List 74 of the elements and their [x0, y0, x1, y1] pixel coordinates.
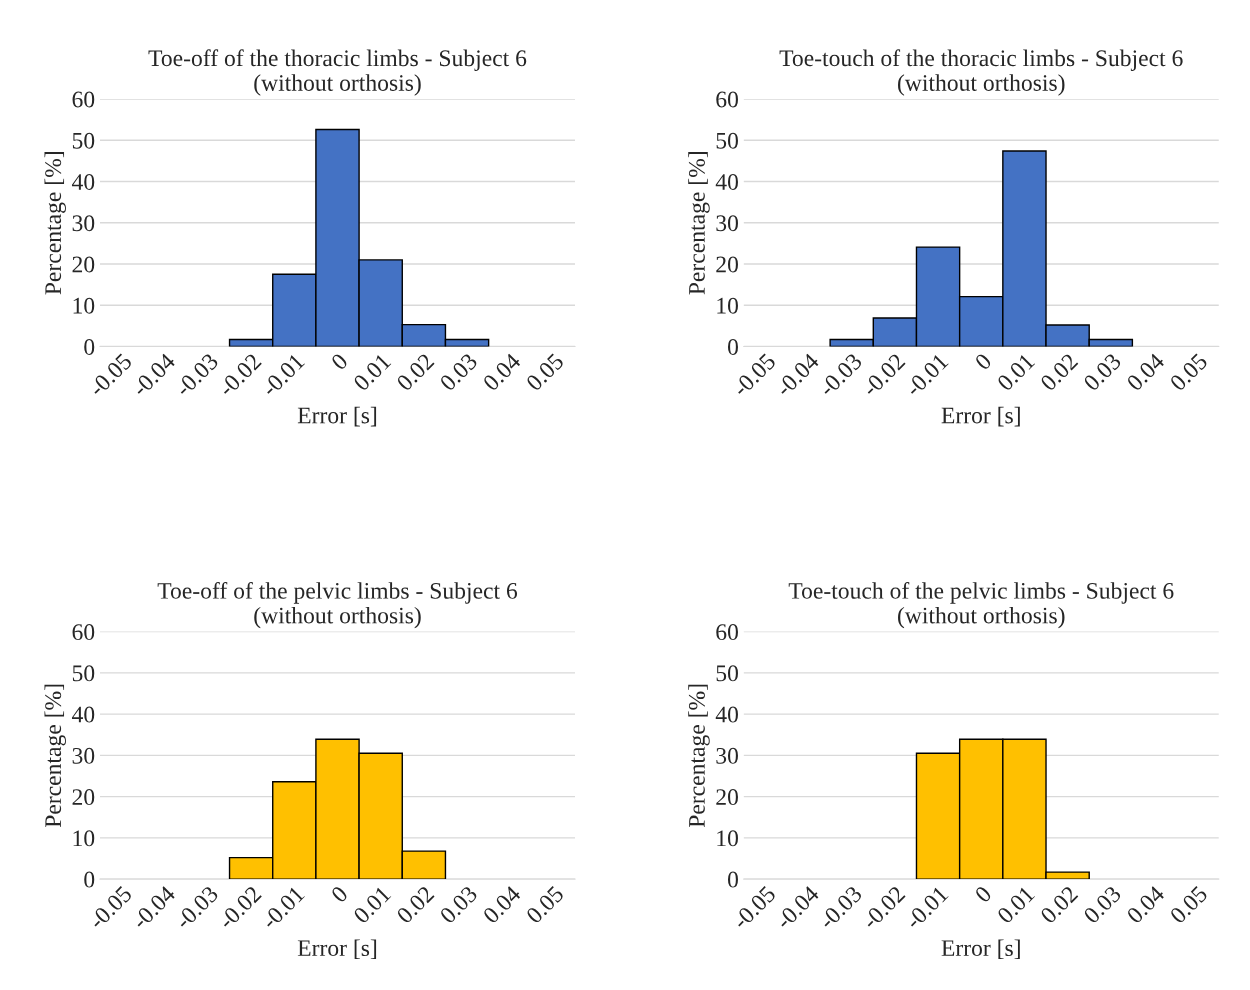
x-tick-label: 0.05	[1169, 352, 1209, 392]
x-axis-title: Error [s]	[941, 939, 1020, 959]
y-tick-label: 30	[716, 215, 738, 232]
x-tick-label: 0.04	[1125, 884, 1166, 925]
x-tick-label: 0	[974, 352, 993, 371]
y-tick-label: 0	[727, 338, 738, 355]
y-tick-label: 20	[716, 256, 738, 273]
y-tick-label: 0	[727, 871, 738, 888]
x-tick-label: -0.04	[131, 352, 177, 398]
y-tick-label: 10	[73, 297, 95, 314]
x-tick-label: -0.03	[174, 885, 220, 930]
y-tick-label: 60	[72, 91, 95, 108]
x-axis-title: Error [s]	[941, 406, 1020, 427]
y-tick-label: 40	[715, 706, 738, 723]
chart-title: Toe-touch of the pelvic limbs - Subject 6 (without orthosis)	[788, 581, 1174, 629]
x-tick-label: 0.02	[395, 352, 435, 392]
x-tick-label: -0.04	[774, 352, 821, 398]
x-tick-label: 0	[330, 885, 349, 904]
x-tick-label: 0.03	[438, 885, 479, 925]
x-tick-label: 0.01	[996, 885, 1036, 925]
x-tick-label: 0.04	[482, 352, 522, 392]
x-tick-label: 0	[330, 352, 349, 371]
y-tick-label: 0	[84, 338, 95, 355]
x-tick-label: 0.01	[996, 352, 1036, 392]
y-tick-label: 10	[73, 830, 95, 847]
y-tick-label: 10	[717, 297, 738, 314]
x-tick-label: 0.05	[525, 352, 565, 392]
y-tick-label: 30	[716, 747, 738, 764]
y-tick-label: 30	[72, 747, 95, 764]
x-tick-label: 0.05	[1169, 885, 1209, 925]
y-axis-title: Percentage [%]	[44, 152, 66, 295]
y-tick-label: 50	[716, 665, 738, 682]
x-tick-label: -0.03	[818, 885, 863, 930]
y-tick-label: 40	[71, 173, 95, 190]
y-tick-label: 50	[72, 132, 95, 149]
x-tick-label: 0.01	[352, 352, 392, 392]
y-tick-label: 20	[716, 789, 738, 806]
x-tick-label: -0.03	[818, 352, 863, 398]
x-tick-label: 0	[974, 885, 993, 904]
y-tick-label: 10	[717, 830, 738, 847]
y-tick-label: 60	[716, 91, 738, 108]
y-tick-label: 60	[72, 624, 95, 641]
x-tick-label: -0.03	[174, 352, 220, 398]
y-tick-label: 40	[71, 706, 95, 723]
y-tick-label: 30	[72, 215, 95, 232]
x-tick-label: -0.02	[217, 352, 263, 398]
x-tick-label: 0.04	[482, 884, 522, 925]
x-tick-label: 0.02	[1039, 885, 1079, 925]
x-tick-label: 0.02	[1039, 352, 1079, 392]
chart-title: Toe-touch of the thoracic limbs - Subject 6 (without orthosis)	[779, 49, 1183, 96]
x-tick-label: -0.02	[861, 885, 906, 930]
x-axis-title: Error [s]	[297, 939, 377, 959]
x-tick-label: 0.03	[438, 352, 479, 392]
x-tick-label: 0.03	[1082, 352, 1122, 392]
x-axis-title: Error [s]	[297, 406, 377, 427]
x-tick-label: 0.05	[525, 885, 565, 925]
y-tick-label: 50	[72, 665, 95, 682]
x-tick-label: -0.02	[861, 352, 906, 398]
y-tick-label: 20	[72, 789, 95, 806]
y-tick-label: 50	[716, 132, 738, 149]
y-axis-title: Percentage [%]	[44, 684, 66, 828]
y-tick-label: 60	[716, 624, 738, 641]
x-tick-label: 0.04	[1125, 352, 1166, 392]
x-tick-label: 0.01	[352, 885, 392, 925]
chart-title: Toe-off of the thoracic limbs - Subject 6 (without orthosis)	[148, 49, 527, 96]
y-tick-label: 40	[715, 173, 738, 190]
y-tick-label: 20	[72, 256, 95, 273]
y-axis-title: Percentage [%]	[688, 152, 710, 295]
x-tick-label: 0.03	[1082, 885, 1122, 925]
y-tick-label: 0	[84, 871, 95, 888]
x-tick-label: -0.02	[217, 885, 263, 930]
chart-title: Toe-off of the pelvic limbs - Subject 6 (without orthosis)	[157, 581, 518, 629]
x-tick-label: 0.02	[395, 885, 435, 925]
y-axis-title: Percentage [%]	[688, 684, 710, 828]
